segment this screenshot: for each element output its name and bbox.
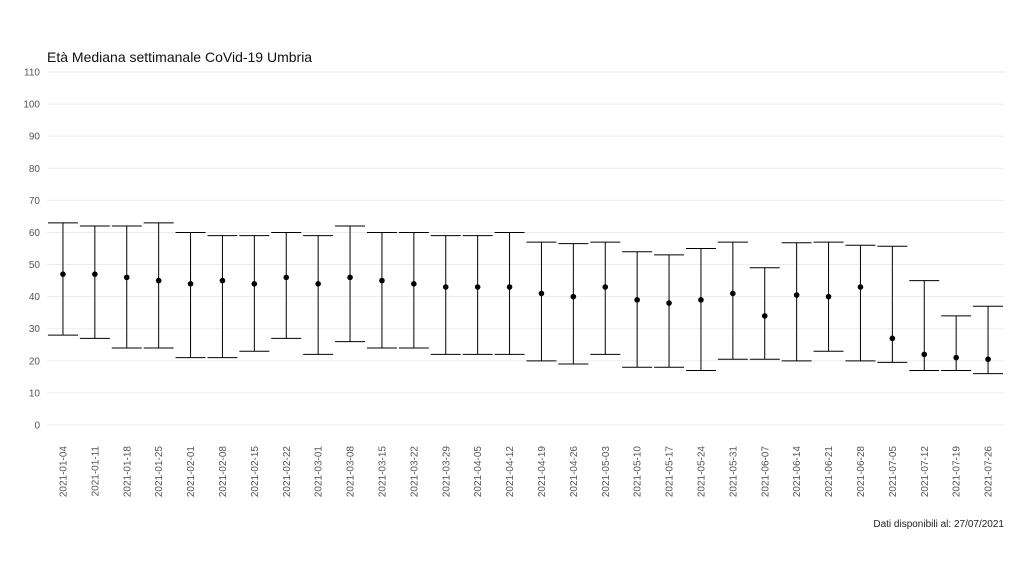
x-tick-label: 2021-06-21 (824, 446, 835, 498)
data-date-caption: Dati disponibili al: 27/07/2021 (873, 519, 1004, 530)
y-tick-label: 30 (29, 324, 41, 335)
x-tick-label: 2021-05-31 (728, 446, 739, 498)
x-tick-label: 2021-05-10 (633, 446, 644, 498)
x-tick-label: 2021-03-01 (314, 446, 325, 498)
median-point (155, 277, 162, 284)
median-point (442, 284, 449, 290)
y-tick-label: 50 (29, 260, 41, 271)
x-tick-label: 2021-07-26 (984, 446, 995, 498)
y-tick-label: 100 (23, 100, 40, 111)
y-tick-label: 70 (29, 196, 41, 207)
x-tick-label: 2021-07-05 (888, 446, 899, 498)
median-point (506, 284, 513, 290)
median-point (379, 277, 385, 284)
median-point (123, 274, 130, 281)
x-tick-label: 2021-03-15 (377, 446, 388, 498)
x-tick-label: 2021-04-05 (473, 446, 484, 498)
median-point (698, 297, 704, 303)
x-tick-label: 2021-07-19 (952, 446, 963, 498)
x-tick-label: 2021-05-24 (696, 446, 707, 498)
median-point (92, 271, 98, 277)
y-tick-label: 90 (29, 132, 41, 143)
x-tick-label: 2021-03-29 (441, 446, 452, 498)
median-point (825, 293, 832, 300)
x-tick-label: 2021-01-18 (122, 446, 133, 498)
y-tick-label: 0 (34, 421, 40, 432)
error-bars (47, 222, 1004, 375)
median-point (570, 293, 577, 300)
x-tick-label: 2021-01-25 (154, 446, 165, 498)
x-tick-label: 2021-05-17 (665, 446, 676, 498)
y-tick-label: 40 (29, 292, 41, 303)
y-tick-label: 20 (29, 356, 41, 367)
median-point (602, 284, 609, 290)
x-tick-label: 2021-04-26 (569, 446, 580, 498)
median-point (219, 277, 226, 284)
x-tick-label: 2021-01-11 (90, 446, 101, 497)
x-tick-label: 2021-06-07 (760, 446, 771, 498)
median-point (251, 281, 258, 287)
median-point (60, 271, 66, 277)
x-tick-label: 2021-03-22 (409, 446, 420, 498)
median-point (187, 281, 194, 287)
x-tick-label: 2021-02-22 (282, 446, 293, 498)
x-tick-label: 2021-02-15 (250, 446, 261, 498)
median-point (474, 284, 481, 290)
x-tick-label: 2021-06-14 (792, 446, 803, 498)
y-tick-label: 60 (29, 228, 41, 239)
grid-lines (47, 71, 1004, 426)
median-point (761, 313, 768, 319)
median-point (793, 292, 800, 298)
y-tick-label: 10 (29, 388, 41, 399)
median-point (730, 290, 736, 297)
median-point (538, 290, 545, 297)
x-tick-label: 2021-03-08 (346, 446, 357, 498)
x-tick-label: 2021-02-08 (218, 446, 229, 498)
median-point (347, 274, 353, 281)
median-point (985, 356, 991, 363)
median-point (921, 351, 928, 358)
x-tick-label: 2021-01-04 (58, 446, 69, 498)
y-axis: 0 10 20 30 40 50 60 70 80 90 100 110 (23, 68, 40, 432)
y-tick-label: 80 (29, 164, 41, 175)
median-point (666, 300, 672, 306)
x-axis: 2021-01-04 2021-01-11 2021-01-18 2021-01-25… (58, 446, 994, 498)
chart-title: Età Mediana settimanale CoVid-19 Umbria (47, 49, 313, 65)
x-tick-label: 2021-06-28 (856, 446, 867, 498)
x-tick-label: 2021-04-19 (537, 446, 548, 498)
x-tick-label: 2021-02-01 (186, 446, 197, 498)
median-point (634, 297, 640, 303)
x-tick-label: 2021-04-12 (505, 446, 516, 498)
x-tick-label: 2021-07-12 (920, 446, 931, 498)
median-point (889, 335, 896, 342)
median-point (953, 354, 959, 361)
y-tick-label: 110 (24, 68, 40, 79)
median-point (283, 274, 290, 281)
x-tick-label: 2021-05-03 (601, 446, 612, 498)
median-point (411, 281, 417, 287)
median-point (857, 284, 864, 290)
median-point (315, 281, 321, 287)
